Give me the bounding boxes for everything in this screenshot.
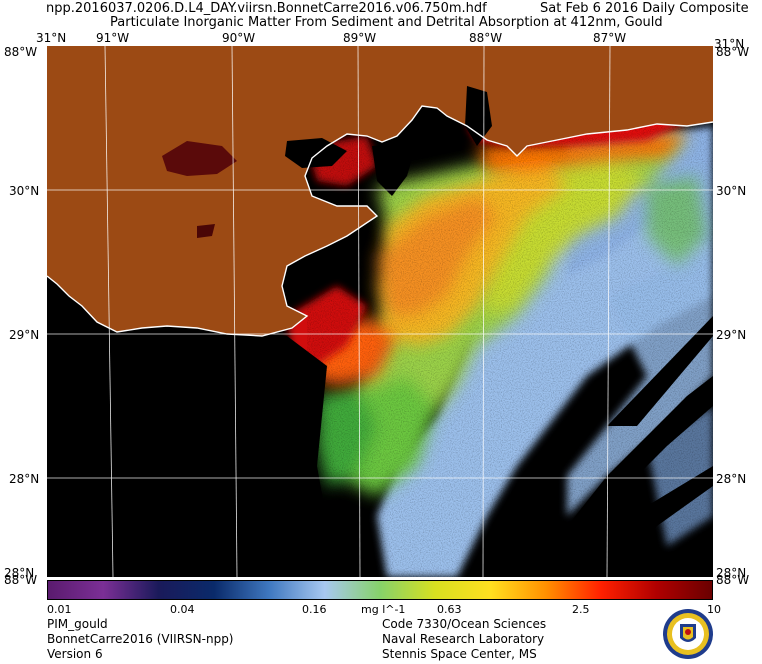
lat-label-bottom-right: 28°N	[716, 566, 747, 580]
lat-label-bottom-left: 28°N	[4, 566, 35, 580]
colorbar-tick-5: 10	[707, 603, 721, 616]
lon-label-89w: 89°W	[343, 31, 377, 45]
composite-label: Sat Feb 6 2016 Daily Composite	[540, 1, 749, 16]
corner-label-bottom-right: 88°W	[716, 573, 750, 587]
lon-label-90w: 90°W	[222, 31, 256, 45]
lat-label-29n-left: 29°N	[9, 328, 40, 342]
lat-label-28n-right: 28°N	[716, 472, 747, 486]
footer-dataset-name: BonnetCarre2016 (VIIRSN-npp)	[47, 632, 234, 646]
map-canvas	[47, 46, 713, 577]
corner-label-top-right: 88°W	[716, 45, 750, 59]
lon-label-87w: 87°W	[593, 31, 627, 45]
footer-org-location: Stennis Space Center, MS	[382, 647, 537, 661]
colorbar-unit: mg l^-1	[361, 603, 406, 616]
corner-label-top-left: 88°W	[4, 45, 38, 59]
speckle-texture	[307, 126, 713, 577]
lat-label-top-left: 31°N	[36, 31, 67, 45]
color-scale-bar	[47, 580, 713, 600]
footer-org-name: Naval Research Laboratory	[382, 632, 545, 646]
colorbar-tick-1: 0.04	[170, 603, 195, 616]
corner-label-bottom-left: 88°W	[4, 573, 38, 587]
cloud-mask-streaks	[47, 316, 713, 577]
product-title: Particulate Inorganic Matter From Sedime…	[110, 15, 663, 30]
colorbar-tick-4: 2.5	[572, 603, 590, 616]
file-name: npp.2016037.0206.D.L4_DAY.viirsn.BonnetC…	[46, 1, 487, 16]
lat-label-29n-right: 29°N	[716, 328, 747, 342]
colorbar-tick-2: 0.16	[302, 603, 327, 616]
land-mass	[47, 46, 713, 336]
footer-org-code: Code 7330/Ocean Sciences	[382, 617, 547, 631]
lat-label-28n-left: 28°N	[9, 472, 40, 486]
footer-version: Version 6	[47, 647, 103, 661]
lon-label-88w: 88°W	[469, 31, 503, 45]
lat-label-30n-right: 30°N	[716, 184, 747, 198]
coastline	[47, 105, 713, 337]
colorbar-tick-3: 0.63	[437, 603, 462, 616]
lat-label-30n-left: 30°N	[9, 184, 40, 198]
lon-label-91w: 91°W	[96, 31, 130, 45]
colorbar-tick-0: 0.01	[47, 603, 72, 616]
nrl-seal-icon	[663, 609, 713, 659]
graticule	[47, 46, 713, 577]
satellite-map	[47, 46, 713, 577]
lat-label-top-right: 31°N	[714, 37, 745, 51]
footer-product-name: PIM_gould	[47, 617, 108, 631]
